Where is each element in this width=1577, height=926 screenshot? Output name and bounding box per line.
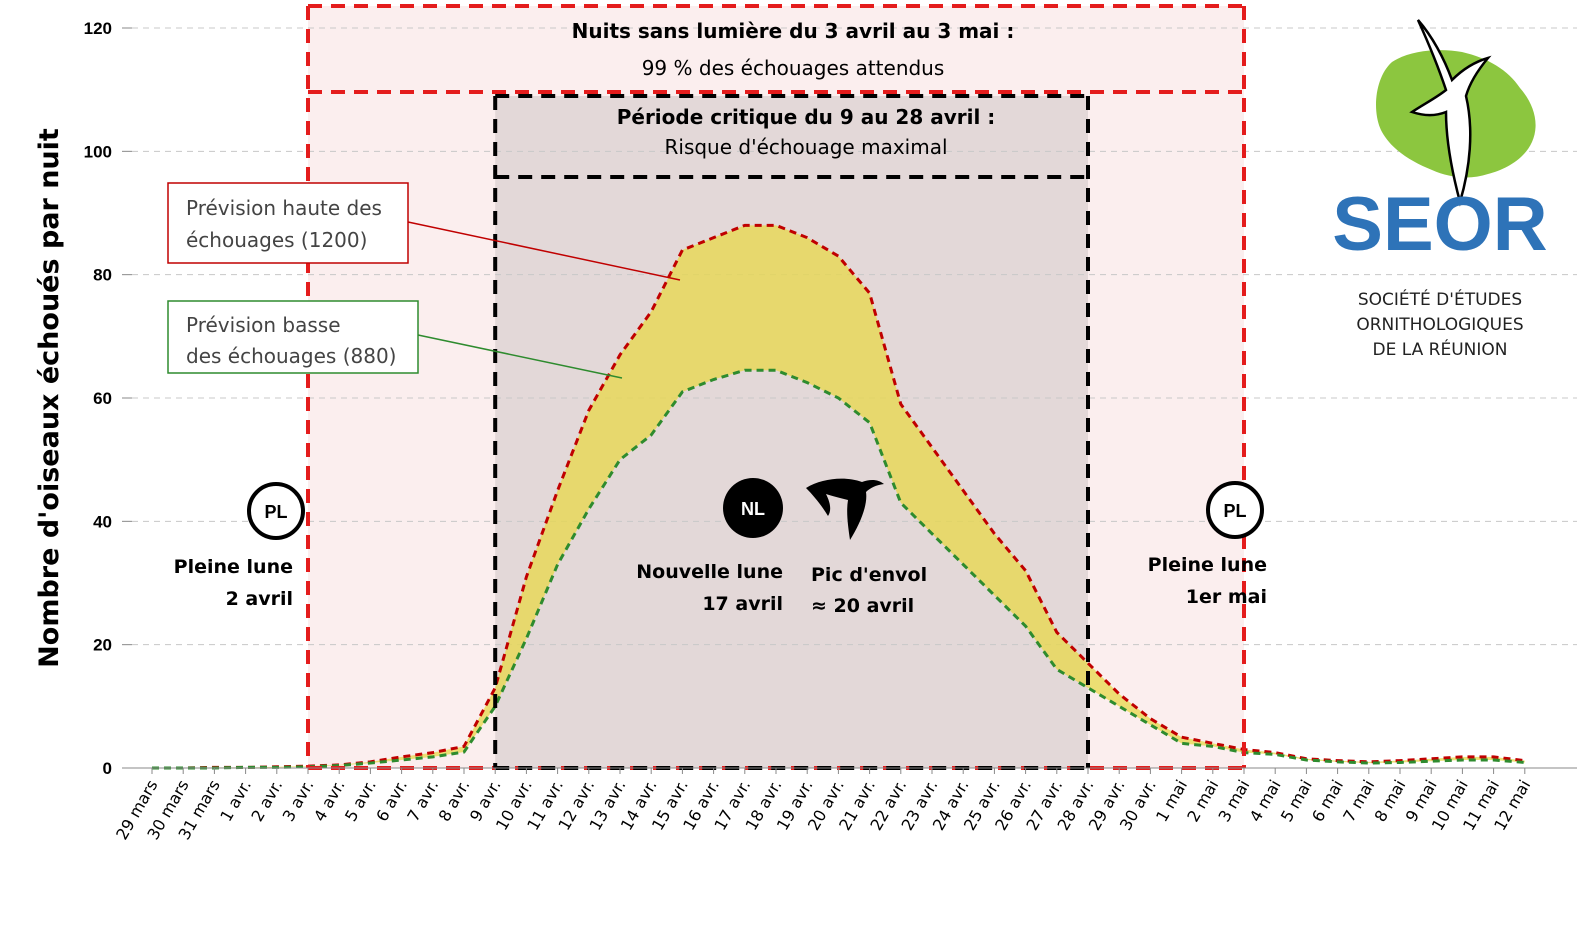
x-tick-label: 5 avr. <box>341 777 380 825</box>
albatross-icon <box>1409 19 1492 207</box>
moon-3-line2: 1er mai <box>1186 586 1267 608</box>
moon-2-line1: Nouvelle lune <box>636 561 783 583</box>
peak-line2: ≈ 20 avril <box>811 595 914 617</box>
high-annotation-line2: échouages (1200) <box>186 228 367 252</box>
axes <box>122 27 1577 774</box>
high-annotation-box <box>167 182 409 264</box>
full-moon-badge-1: PL <box>264 502 287 522</box>
moon-1-line2: 2 avril <box>226 588 293 610</box>
logo-name: SEOR <box>1332 182 1547 267</box>
y-tick-label: 0 <box>103 759 112 778</box>
x-tick-label: 3 avr. <box>279 777 318 825</box>
forecast-band <box>152 225 1525 769</box>
low-annotation-leader <box>417 334 623 379</box>
bird-icon <box>806 478 884 540</box>
logo-line3: DE LA RÉUNION <box>1373 338 1508 360</box>
gridlines <box>132 27 1577 646</box>
x-tick-label: 2 avr. <box>247 777 286 825</box>
x-tick-label: 6 avr. <box>372 777 411 825</box>
dark-nights-title: Nuits sans lumière du 3 avril au 3 mai : <box>572 19 1015 43</box>
new-moon-icon: NL <box>723 478 783 538</box>
low-annotation-box <box>167 300 419 374</box>
high-annotation-leader <box>407 221 681 281</box>
full-moon-icon: PL <box>1206 481 1264 539</box>
moon-2-line2: 17 avril <box>702 593 783 615</box>
low-annotation-line2: des échouages (880) <box>186 344 396 368</box>
y-axis-label: Nombre d'oiseaux échoués par nuit <box>34 128 65 668</box>
full-moon-icon: PL <box>247 482 305 540</box>
y-tick-label: 80 <box>93 266 112 285</box>
low-forecast-line <box>152 368 1525 770</box>
x-tick-label: 7 avr. <box>403 777 442 825</box>
full-moon-badge-2: PL <box>1223 501 1246 521</box>
moon-1-line1: Pleine lune <box>174 556 293 578</box>
high-forecast-line <box>152 223 1525 770</box>
critical-period-subtitle: Risque d'échouage maximal <box>664 135 947 159</box>
logo-line2: ORNITHOLOGIQUES <box>1356 315 1523 335</box>
y-tick-label: 100 <box>84 142 112 161</box>
seor-logo: SEOR SOCIÉTÉ D'ÉTUDES ORNITHOLOGIQUES DE… <box>1332 19 1548 360</box>
y-tick-label: 120 <box>84 19 112 38</box>
x-tick-label: 1 avr. <box>216 777 255 825</box>
moon-3-line1: Pleine lune <box>1148 554 1267 576</box>
x-tick-label: 8 avr. <box>435 777 474 825</box>
y-tick-label: 60 <box>93 389 112 408</box>
logo-line1: SOCIÉTÉ D'ÉTUDES <box>1358 288 1522 310</box>
dark-nights-subtitle: 99 % des échouages attendus <box>642 56 945 80</box>
y-tick-labels: 0 20 40 60 80 100 120 <box>84 19 112 778</box>
low-annotation-line1: Prévision basse <box>186 313 341 337</box>
high-annotation-line1: Prévision haute des <box>186 196 382 220</box>
critical-period-title: Période critique du 9 au 28 avril : <box>617 105 996 129</box>
y-tick-label: 20 <box>93 636 112 655</box>
new-moon-badge: NL <box>741 499 765 519</box>
peak-line1: Pic d'envol <box>811 564 927 586</box>
x-tick-label: 4 avr. <box>310 777 349 825</box>
y-tick-label: 40 <box>93 512 112 531</box>
